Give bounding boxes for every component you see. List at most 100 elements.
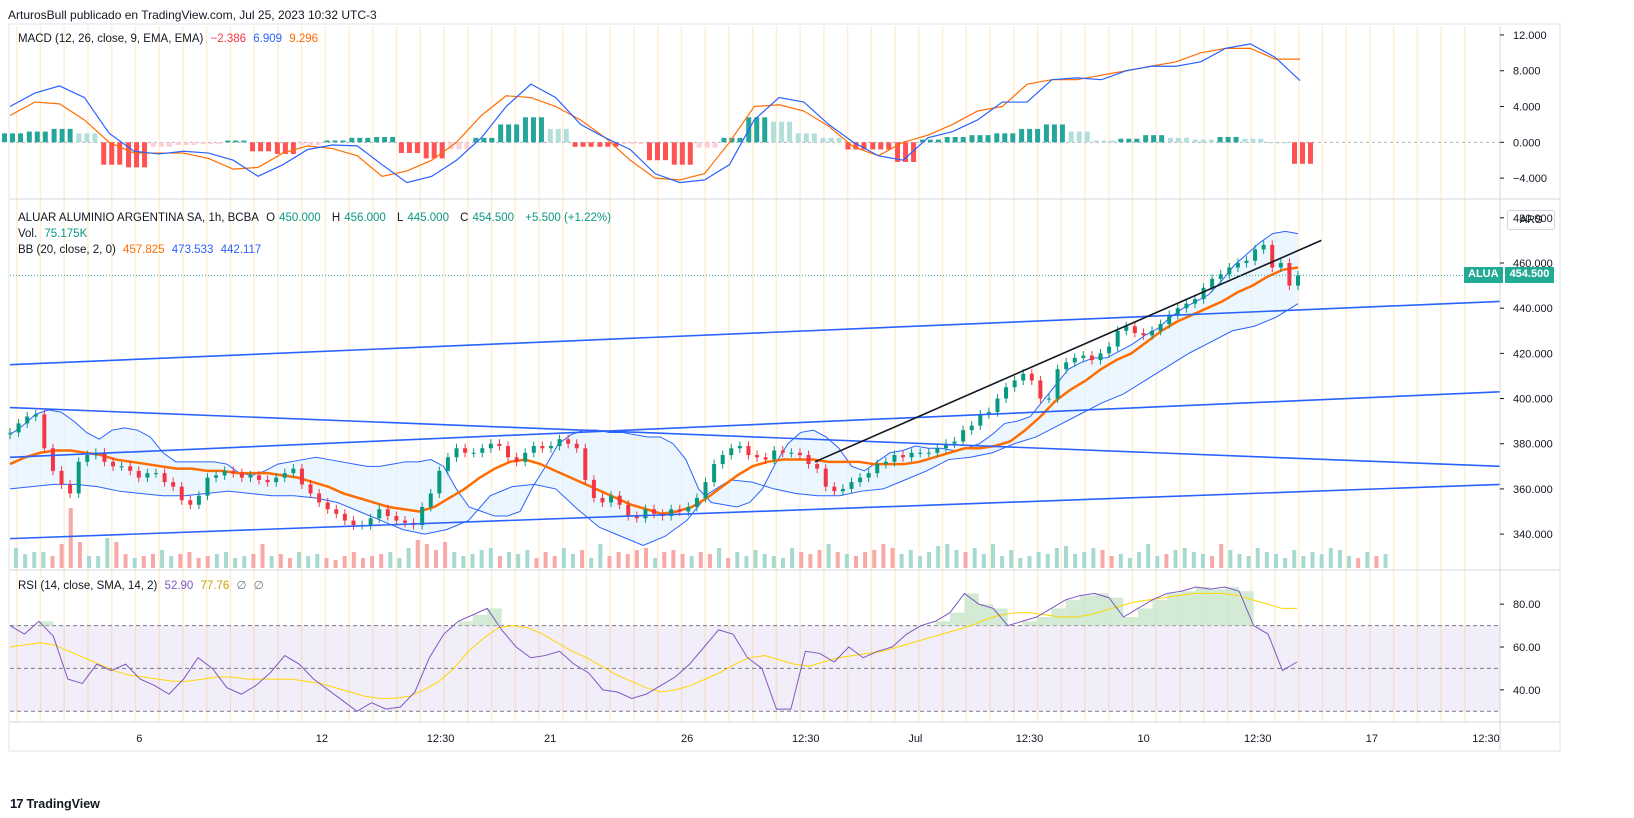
- rsi-overbought-fill: [1137, 608, 1153, 626]
- macd-histogram-bar: [655, 142, 660, 161]
- candle-body: [153, 473, 158, 475]
- candle-body: [943, 443, 948, 449]
- macd-histogram-bar: [489, 137, 495, 143]
- volume-bar: [1374, 556, 1379, 568]
- macd-histogram-bar: [431, 142, 437, 159]
- macd-histogram-bar: [861, 142, 867, 150]
- last-price-tag: ALUA 454.500: [1464, 267, 1555, 284]
- macd-histogram-bar: [59, 128, 65, 143]
- volume-bar: [972, 548, 977, 568]
- macd-histogram-bar: [423, 142, 429, 159]
- tradingview-footer[interactable]: 17 TradingView: [10, 796, 100, 811]
- macd-histogram-bar: [1126, 138, 1132, 143]
- candle-body: [1038, 380, 1043, 399]
- session-stripe: [894, 26, 896, 722]
- y-tick-label: 60.00: [1513, 642, 1541, 654]
- macd-histogram-bar: [18, 133, 23, 143]
- macd-histogram-bar: [969, 135, 975, 143]
- macd-histogram-bar: [1051, 124, 1057, 143]
- session-stripe: [419, 26, 422, 722]
- candle-body: [1089, 355, 1094, 361]
- candle-body: [995, 398, 1000, 413]
- macd-histogram-bar: [439, 142, 445, 159]
- macd-histogram-bar: [1159, 135, 1165, 143]
- macd-histogram-bar: [126, 142, 132, 168]
- y-tick-label: 8.000: [1513, 66, 1541, 78]
- macd-histogram-bar: [779, 121, 785, 143]
- candle-body: [1201, 287, 1206, 300]
- candle-body: [823, 468, 828, 487]
- macd-legend[interactable]: MACD (12, 26, close, 9, EMA, EMA) −2.386…: [18, 33, 322, 45]
- macd-histogram-bar: [1217, 136, 1223, 143]
- macd-histogram-bar: [150, 142, 156, 147]
- y-tick-label: 380.000: [1513, 439, 1553, 451]
- volume-bar: [589, 558, 594, 568]
- candle-body: [909, 452, 914, 458]
- currency-button[interactable]: ARS: [1507, 210, 1555, 230]
- session-stripe: [1416, 26, 1419, 722]
- volume-bar: [342, 556, 347, 568]
- candle-body: [1150, 330, 1155, 336]
- volume-bar: [826, 544, 831, 568]
- session-stripe: [609, 26, 611, 722]
- candle-body: [1021, 373, 1026, 381]
- volume-bar: [269, 556, 274, 568]
- macd-histogram-bar: [622, 142, 628, 145]
- candle-body: [196, 495, 201, 505]
- volume-bar: [1283, 558, 1288, 568]
- candle-body: [1253, 249, 1258, 261]
- macd-histogram-bar: [547, 128, 553, 143]
- candle-body: [377, 509, 382, 519]
- macd-histogram-bar: [473, 137, 479, 143]
- session-stripe: [1440, 26, 1442, 722]
- volume-bar: [543, 552, 548, 568]
- bb-legend[interactable]: BB (20, close, 2, 0) 457.825 473.533 442…: [18, 244, 265, 256]
- author-name[interactable]: ArturosBull: [8, 8, 67, 22]
- macd-histogram-bar: [762, 117, 768, 143]
- volume-bar: [406, 548, 411, 568]
- volume-bar: [87, 556, 92, 568]
- candle-body: [643, 509, 648, 519]
- y-tick-label: 40.00: [1513, 685, 1541, 697]
- macd-histogram-bar: [538, 117, 544, 143]
- candle-body: [1184, 303, 1189, 309]
- price-tag-value: 454.500: [1504, 267, 1555, 284]
- macd-histogram-bar: [1167, 137, 1173, 143]
- candle-body: [1175, 308, 1180, 315]
- candle-body: [351, 520, 356, 526]
- bb-fill: [10, 231, 1298, 546]
- candle-body: [1287, 263, 1292, 286]
- volume-bar: [388, 552, 393, 568]
- macd-histogram-bar: [42, 131, 48, 143]
- macd-histogram-bar: [647, 142, 652, 161]
- volume-bar: [68, 508, 73, 568]
- volume-bar: [1054, 548, 1059, 568]
- volume-bar: [424, 544, 429, 568]
- y-tick-label: 460.000: [1513, 258, 1553, 270]
- volume-bar: [497, 556, 502, 568]
- candle-body: [978, 414, 983, 426]
- candle-body: [136, 470, 141, 478]
- candle-body: [299, 468, 304, 485]
- macd-histogram-bar: [183, 142, 189, 145]
- volume-bar: [1383, 554, 1388, 568]
- session-stripe: [1392, 26, 1395, 722]
- macd-histogram-bar: [721, 137, 727, 143]
- candle-body: [1107, 346, 1112, 354]
- x-tick-label: 12:30: [1472, 733, 1500, 745]
- candle-body: [1012, 380, 1017, 388]
- session-stripe: [1060, 26, 1063, 722]
- volume-bar: [1246, 556, 1251, 568]
- volume-bar: [662, 552, 667, 568]
- volume-bar: [1337, 550, 1342, 568]
- volume-bar: [927, 552, 932, 568]
- volume-legend[interactable]: Vol. 75.175K: [18, 228, 91, 240]
- volume-bar: [1073, 554, 1078, 568]
- volume-bar: [1328, 548, 1333, 568]
- macd-histogram-bar: [10, 133, 15, 143]
- rsi-legend[interactable]: RSI (14, close, SMA, 14, 2) 52.90 77.76 …: [18, 578, 268, 592]
- candle-body: [265, 479, 270, 483]
- volume-bar: [1356, 558, 1361, 568]
